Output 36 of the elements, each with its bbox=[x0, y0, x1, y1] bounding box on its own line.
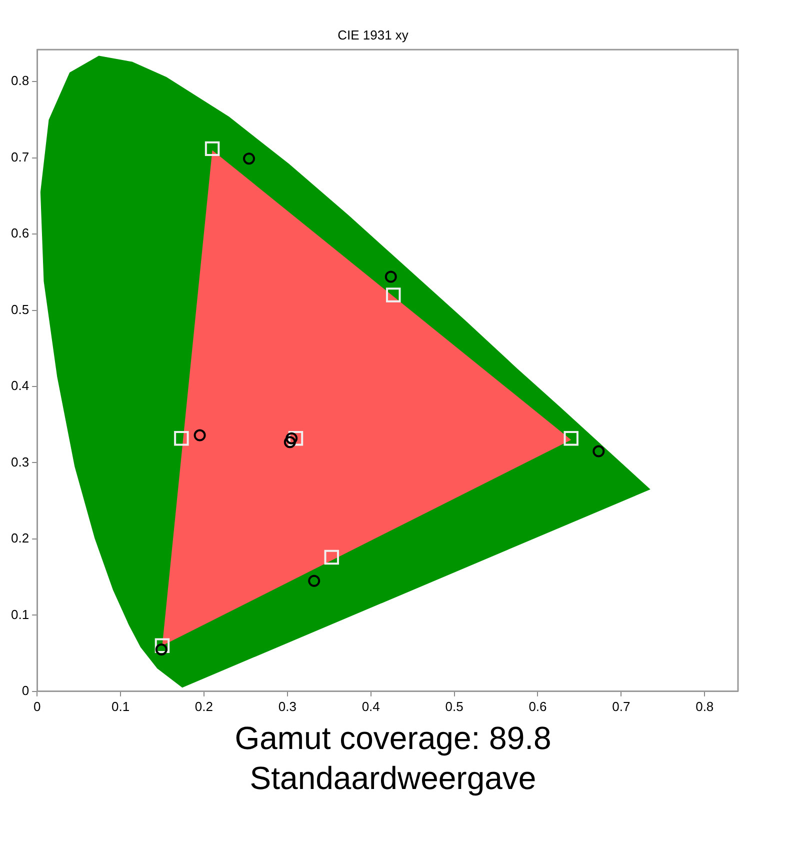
point bbox=[204, 141, 220, 156]
y-tick-label: 0.4 bbox=[10, 378, 30, 394]
point bbox=[243, 152, 256, 165]
point bbox=[308, 574, 320, 587]
point bbox=[154, 638, 170, 654]
y-tick-label: 0 bbox=[22, 682, 30, 698]
x-tick-label: 0.1 bbox=[111, 698, 130, 714]
x-tick-label: 0 bbox=[33, 698, 41, 714]
text: Gamut coverage: 89.8 bbox=[234, 719, 552, 758]
point bbox=[284, 436, 296, 448]
x-tick-label: 0.7 bbox=[612, 698, 630, 714]
point bbox=[386, 288, 401, 302]
y-tick-label: 0.6 bbox=[10, 226, 30, 241]
point bbox=[288, 430, 304, 446]
text: Standaardweergave bbox=[248, 759, 538, 798]
y-tick-label: 0.5 bbox=[10, 302, 30, 317]
x-tick-label: 0.3 bbox=[278, 698, 296, 714]
x-tick-label: 0.5 bbox=[445, 698, 464, 714]
point bbox=[324, 550, 339, 565]
chart-title: CIE 1931 xy bbox=[338, 27, 409, 42]
x-tick-label: 0.8 bbox=[696, 698, 714, 714]
point bbox=[384, 270, 397, 283]
x-tick-label: 0.4 bbox=[362, 698, 380, 714]
point bbox=[194, 429, 206, 442]
y-tick-label: 0.7 bbox=[10, 149, 30, 164]
point bbox=[564, 430, 578, 446]
point bbox=[286, 432, 298, 444]
x-tick-label: 0.6 bbox=[528, 698, 547, 714]
point bbox=[592, 445, 605, 458]
y-tick-label: 0.3 bbox=[10, 454, 30, 470]
y-tick-label: 0.2 bbox=[10, 530, 30, 546]
point bbox=[174, 430, 189, 446]
y-tick-label: 0.1 bbox=[10, 606, 30, 622]
point bbox=[155, 643, 168, 656]
x-tick-label: 0.2 bbox=[194, 698, 213, 714]
y-tick-label: 0.8 bbox=[10, 73, 30, 88]
